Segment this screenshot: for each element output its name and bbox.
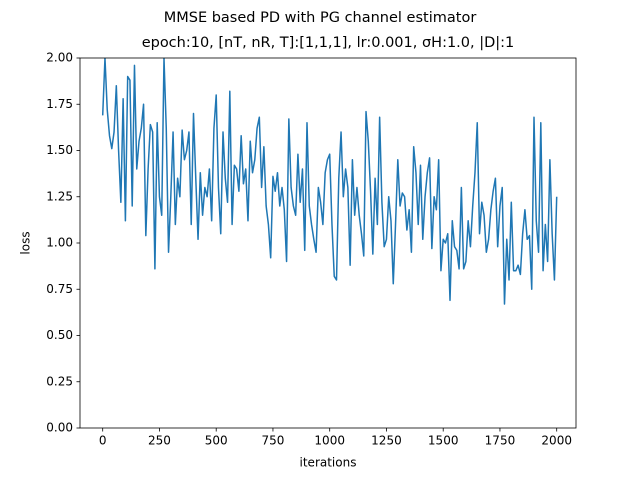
y-axis-label: loss <box>19 231 33 254</box>
y-tick-label: 0.50 <box>46 328 73 342</box>
loss-line <box>101 58 558 305</box>
x-tick-label: 2000 <box>541 434 572 448</box>
x-tick-label: 750 <box>261 434 284 448</box>
y-tick-label: 0.00 <box>46 421 73 435</box>
y-tick-label: 1.50 <box>46 143 73 157</box>
x-tick-label: 1250 <box>371 434 402 448</box>
y-tick-label: 2.00 <box>46 51 73 65</box>
y-tick-label: 1.25 <box>46 189 73 203</box>
x-tick-label: 0 <box>99 434 107 448</box>
y-tick-label: 1.75 <box>46 97 73 111</box>
chart-title: MMSE based PD with PG channel estimator <box>164 10 477 26</box>
y-tick-label: 0.75 <box>46 282 73 296</box>
chart-subtitle: epoch:10, [nT, nR, T]:[1,1,1], lr:0.001,… <box>142 35 515 51</box>
plot-frame <box>79 57 577 429</box>
x-tick-label: 1500 <box>428 434 459 448</box>
x-axis-label: iterations <box>300 456 357 470</box>
y-tick-label: 1.00 <box>46 236 73 250</box>
x-tick-label: 500 <box>205 434 228 448</box>
x-tick-label: 1000 <box>314 434 345 448</box>
x-tick-label: 1750 <box>485 434 516 448</box>
y-tick-label: 0.25 <box>46 374 73 388</box>
x-tick-label: 250 <box>148 434 171 448</box>
